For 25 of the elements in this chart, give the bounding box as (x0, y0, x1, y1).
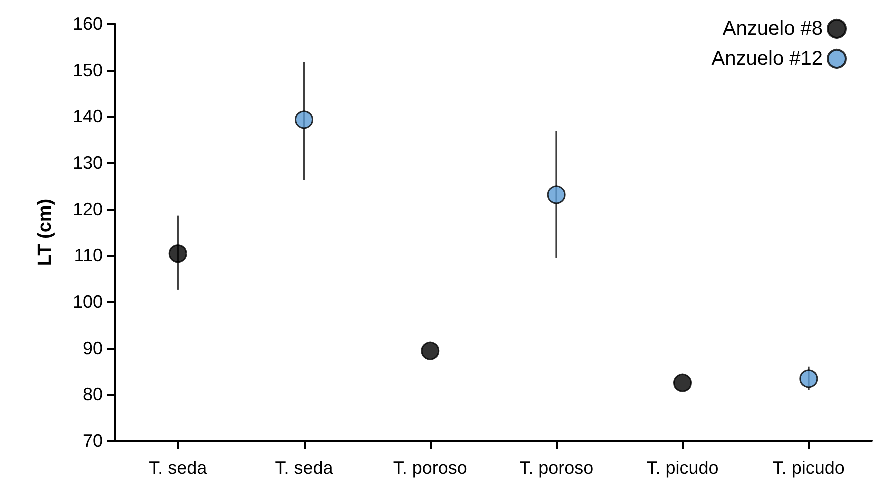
x-tick-label: T. poroso (393, 458, 468, 478)
y-tick-label: 110 (74, 246, 103, 266)
x-tick-label: T. picudo (772, 458, 845, 478)
y-tick-label: 120 (72, 199, 103, 220)
x-tick-label: T. picudo (646, 458, 719, 478)
point (168, 244, 188, 264)
y-tick-label: 140 (72, 106, 103, 127)
y-tick-label: 100 (72, 292, 103, 312)
legend-label: Anzuelo #8 (722, 18, 823, 40)
point (295, 110, 314, 130)
y-tick-label: 160 (72, 14, 103, 34)
x-tick-label: T. seda (149, 458, 208, 478)
point (547, 186, 566, 204)
y-axis-title: LT (cm) (35, 198, 56, 266)
y-tick-label: 70 (82, 431, 103, 451)
y-tick-label: 80 (82, 384, 103, 405)
y-tick-label: 150 (72, 60, 103, 80)
point (674, 374, 692, 392)
point (421, 342, 440, 360)
y-tick-label: 90 (82, 338, 103, 358)
legend-label: Anzuelo #12 (712, 48, 823, 70)
x-tick-label: T. poroso (520, 458, 594, 478)
point (800, 370, 818, 388)
x-tick-label: T. seda (275, 458, 334, 478)
y-tick-label: 130 (72, 153, 103, 173)
